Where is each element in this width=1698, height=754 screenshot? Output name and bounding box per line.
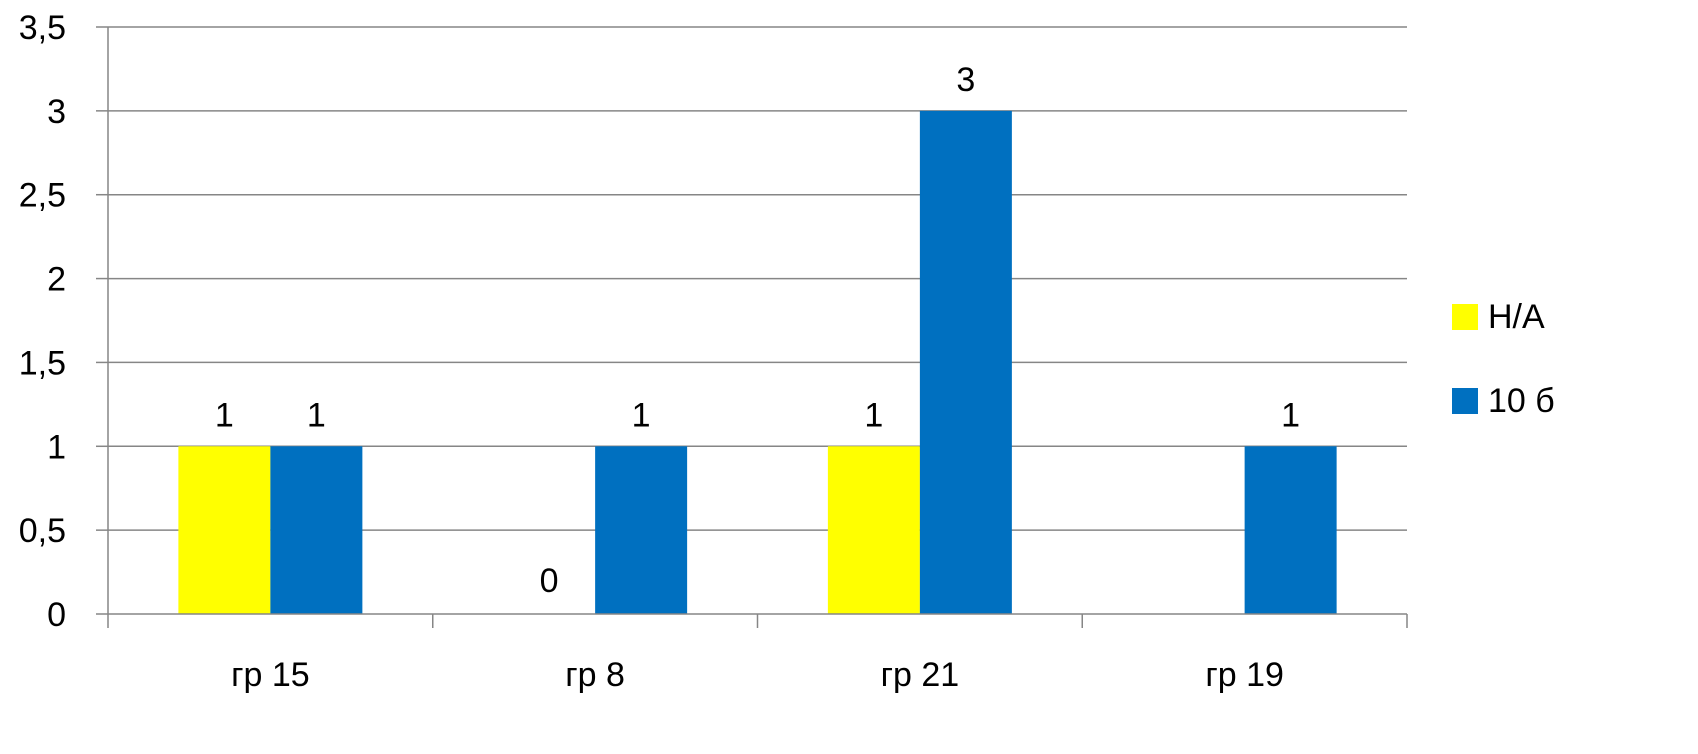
legend-swatch <box>1452 388 1478 414</box>
x-axis-tick-labels: гр 15 гр 8 гр 21 гр 19 <box>231 656 1284 694</box>
y-tick-label: 2,5 <box>19 177 66 215</box>
bar-10b-3 <box>1244 446 1337 614</box>
data-label: 1 <box>864 396 883 434</box>
data-label: 3 <box>956 61 975 99</box>
data-label: 1 <box>1281 396 1300 434</box>
x-tick-label: гр 8 <box>565 656 625 694</box>
legend-label: 10 б <box>1488 382 1555 420</box>
data-label: 1 <box>632 396 651 434</box>
y-tick-label: 3 <box>47 93 66 131</box>
y-tick-label: 0,5 <box>19 512 66 550</box>
y-tick-label: 1 <box>47 428 66 466</box>
bar-na-2 <box>827 446 920 614</box>
legend: Н/А 10 б <box>1452 298 1555 420</box>
data-label: 1 <box>215 396 234 434</box>
bar-10b-0 <box>270 446 363 614</box>
bar-na-0 <box>178 446 271 614</box>
y-tick-label: 1,5 <box>19 344 66 382</box>
x-tick-label: гр 19 <box>1205 656 1284 694</box>
data-label: 0 <box>540 562 559 600</box>
x-tick-label: гр 21 <box>881 656 960 694</box>
bar-10b-1 <box>595 446 688 614</box>
y-tick-label: 0 <box>47 596 66 634</box>
y-tick-label: 3,5 <box>19 9 66 47</box>
bars <box>178 110 1337 614</box>
data-label: 1 <box>307 396 326 434</box>
data-labels: 1 1 0 1 1 3 1 <box>215 61 1300 600</box>
legend-label: Н/А <box>1488 298 1545 336</box>
y-tick-label: 2 <box>47 261 66 299</box>
x-tick-label: гр 15 <box>231 656 310 694</box>
legend-swatch <box>1452 304 1478 330</box>
y-axis-tick-labels: 0 0,5 1 1,5 2 2,5 3 3,5 <box>19 9 66 634</box>
bar-10b-2 <box>919 110 1012 614</box>
x-axis <box>107 27 1408 628</box>
